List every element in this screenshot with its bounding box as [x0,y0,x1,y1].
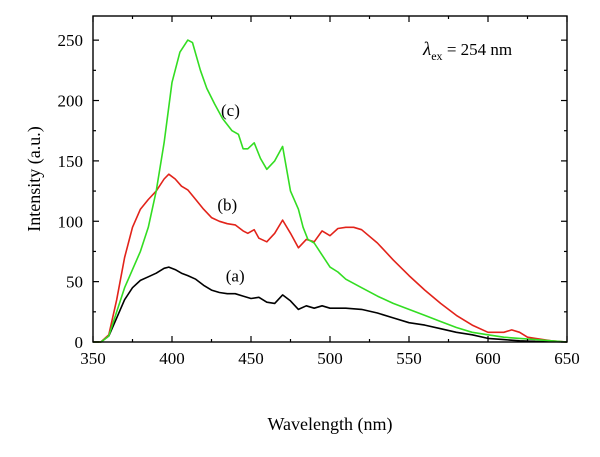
y-tick-label: 0 [75,333,84,352]
y-tick-label: 100 [58,212,84,231]
lambda-subscript: ex [431,49,442,63]
series-line-c [93,39,568,343]
series-label-c: (c) [221,101,240,120]
ticks-layer: 350 400 450 500 550 600 650 0 50 100 150 200 250 [58,16,580,368]
series-line-a [93,266,568,343]
y-axis-title: Intensity (a.u.) [24,126,45,231]
excitation-wavelength-annotation: λex = 254 nm [422,39,512,63]
x-tick-label: 550 [396,349,422,368]
x-axis-title: Wavelength (nm) [267,414,392,435]
x-tick-label: 450 [238,349,264,368]
x-tick-label: 350 [80,349,106,368]
series-layer [93,39,568,343]
y-tick-label: 150 [58,152,84,171]
series-labels: (a) (b) (c) [217,101,244,285]
series-label-b: (b) [217,195,237,214]
x-tick-label: 650 [554,349,580,368]
x-tick-label: 600 [475,349,501,368]
lambda-symbol: λ [422,39,431,60]
lambda-value: = 254 nm [443,40,513,59]
y-tick-label: 250 [58,31,84,50]
series-label-a: (a) [226,267,245,286]
series-line-b [93,173,568,343]
y-tick-label: 200 [58,92,84,111]
x-tick-label: 400 [159,349,185,368]
y-tick-label: 50 [66,273,83,292]
x-tick-label: 500 [317,349,343,368]
